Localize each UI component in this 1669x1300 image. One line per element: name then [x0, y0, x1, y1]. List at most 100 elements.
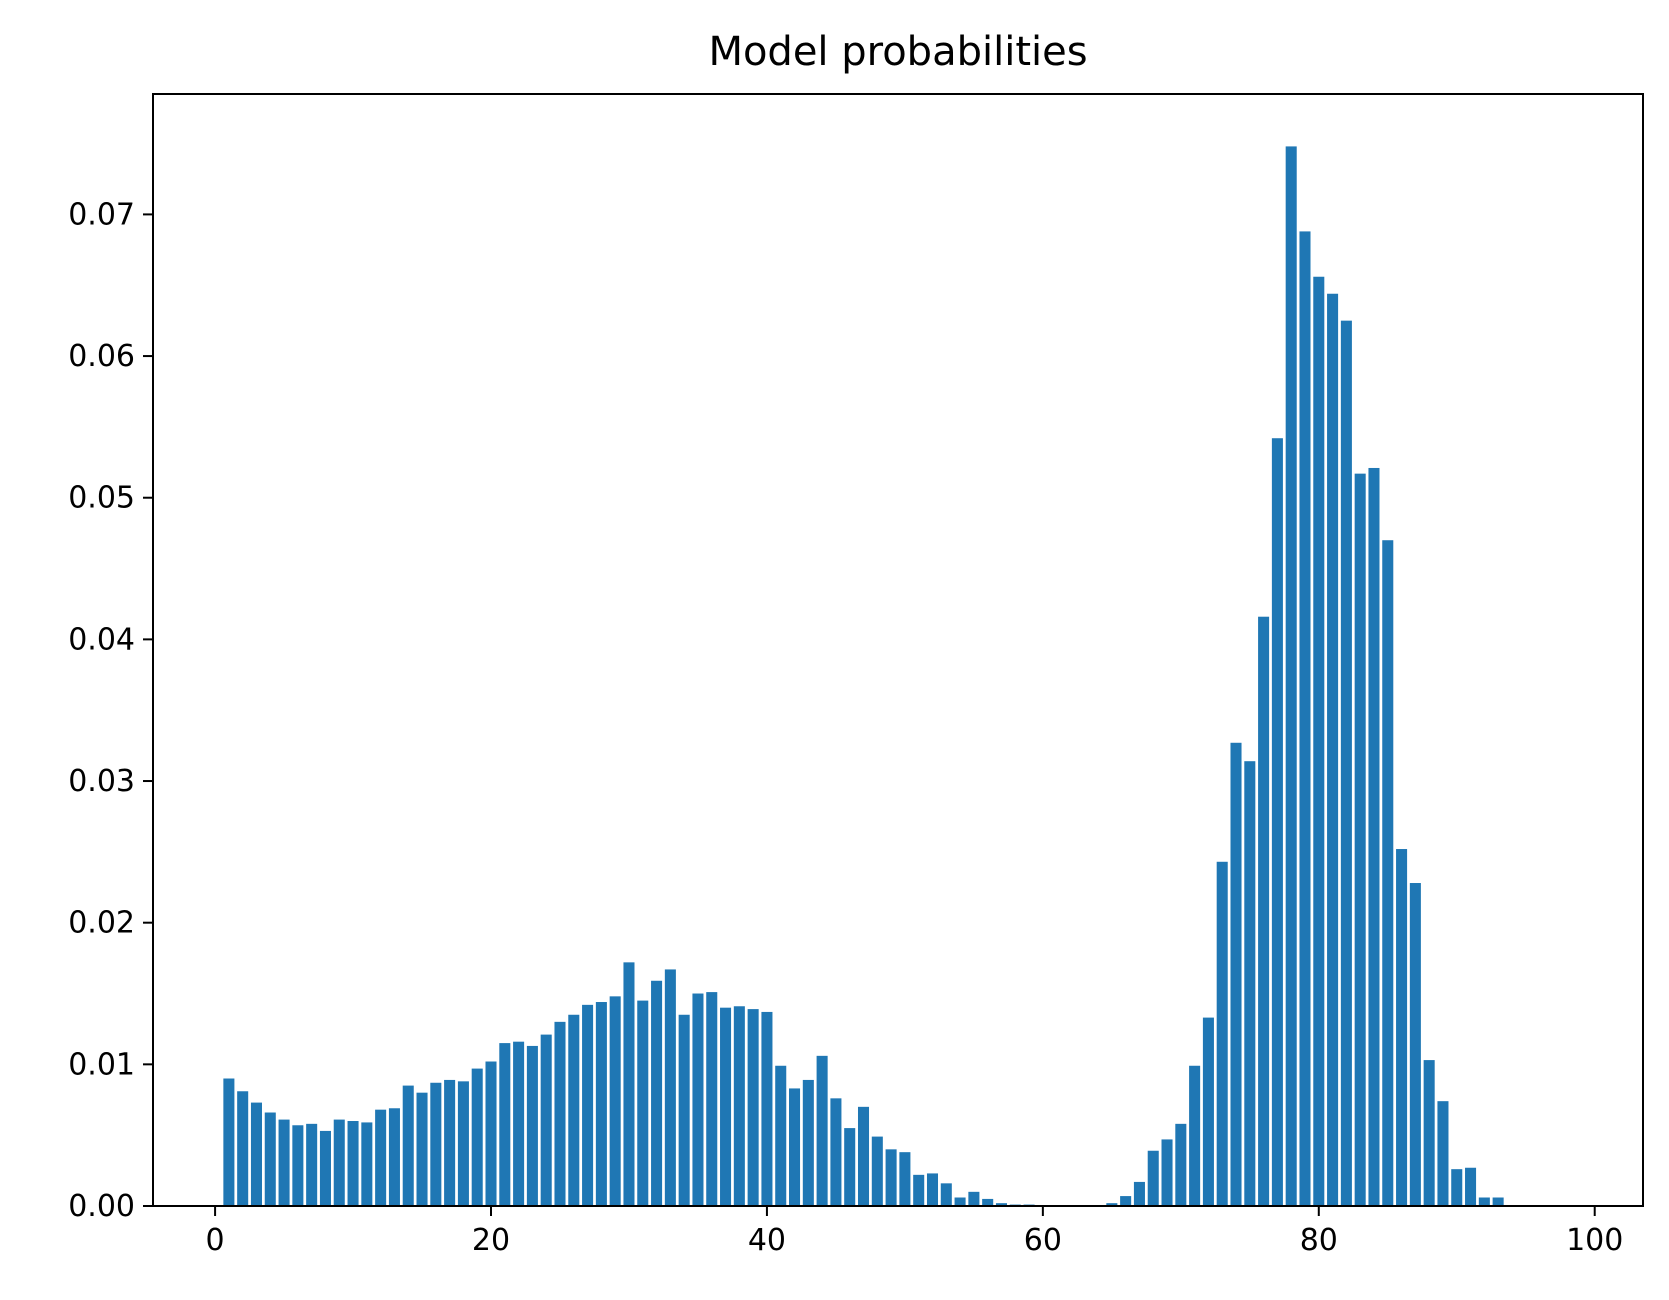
- x-tick-label: 0: [206, 1223, 225, 1258]
- bar-39: [747, 1009, 759, 1206]
- bar-77: [1271, 438, 1283, 1207]
- bar-85: [1382, 540, 1394, 1206]
- x-axis: 0 20 40 60 80 100: [206, 1206, 1623, 1258]
- bar-52: [926, 1173, 939, 1206]
- y-axis: 0.00 0.01 0.02 0.03 0.04 0.05 0.06 0.07: [68, 197, 153, 1224]
- bar-14: [402, 1085, 414, 1206]
- bar-40: [761, 1011, 773, 1206]
- bar-13: [388, 1108, 400, 1206]
- bar-70: [1175, 1123, 1187, 1206]
- bar-80: [1313, 276, 1325, 1206]
- bar-44: [816, 1055, 828, 1206]
- bar-47: [857, 1106, 870, 1206]
- bar-83: [1354, 473, 1366, 1206]
- bar-21: [499, 1043, 511, 1206]
- bar-34: [678, 1014, 690, 1206]
- bar-74: [1230, 742, 1242, 1206]
- bar-53: [940, 1183, 952, 1206]
- bar-22: [513, 1041, 525, 1206]
- bar-19: [471, 1068, 483, 1206]
- bar-66: [1120, 1196, 1132, 1206]
- bar-71: [1189, 1065, 1201, 1206]
- bar-73: [1216, 861, 1228, 1206]
- bar-65: [1106, 1203, 1118, 1206]
- bar-67: [1133, 1181, 1145, 1206]
- x-tick-label: 100: [1566, 1223, 1623, 1258]
- bar-31: [637, 1000, 649, 1206]
- bar-54: [954, 1197, 966, 1206]
- bar-41: [775, 1065, 787, 1206]
- bar-15: [416, 1092, 428, 1206]
- bars-group: [223, 146, 1504, 1207]
- bar-26: [568, 1014, 580, 1206]
- bar-68: [1147, 1150, 1159, 1206]
- bar-5: [278, 1119, 290, 1206]
- x-tick-label: 20: [472, 1223, 510, 1258]
- bar-92: [1478, 1197, 1490, 1206]
- bar-55: [968, 1191, 980, 1206]
- bar-33: [664, 969, 676, 1206]
- bar-20: [485, 1061, 497, 1206]
- y-tick-label: 0.00: [68, 1189, 135, 1224]
- bar-50: [899, 1152, 911, 1206]
- bar-32: [651, 980, 663, 1206]
- bar-28: [595, 1002, 607, 1206]
- bar-56: [982, 1198, 994, 1206]
- bar-43: [802, 1079, 814, 1206]
- bar-3: [250, 1102, 262, 1206]
- bar-25: [554, 1021, 566, 1206]
- bar-90: [1451, 1169, 1463, 1206]
- bar-35: [692, 993, 704, 1206]
- bar-29: [609, 996, 621, 1206]
- bar-78: [1285, 146, 1297, 1206]
- bar-1: [223, 1078, 235, 1206]
- bar-10: [347, 1121, 359, 1206]
- bar-16: [430, 1082, 442, 1206]
- bar-57: [995, 1203, 1007, 1206]
- bar-93: [1492, 1197, 1504, 1206]
- y-tick-label: 0.05: [68, 481, 135, 516]
- bar-6: [292, 1125, 304, 1206]
- bar-86: [1396, 849, 1408, 1206]
- bar-17: [444, 1079, 456, 1206]
- bar-12: [375, 1109, 387, 1206]
- bar-87: [1409, 883, 1421, 1206]
- bar-91: [1465, 1167, 1477, 1206]
- bar-38: [733, 1006, 745, 1206]
- bar-79: [1299, 231, 1311, 1206]
- bar-30: [623, 962, 635, 1206]
- bar-81: [1327, 293, 1339, 1206]
- y-tick-label: 0.01: [68, 1047, 135, 1082]
- bar-37: [720, 1007, 732, 1206]
- bar-2: [237, 1091, 249, 1206]
- plot-frame: [152, 93, 1644, 1207]
- bar-89: [1437, 1101, 1449, 1206]
- bar-4: [264, 1112, 276, 1206]
- bar-11: [361, 1122, 373, 1206]
- y-tick-label: 0.02: [68, 906, 135, 941]
- bar-45: [830, 1098, 842, 1206]
- bar-36: [706, 992, 718, 1206]
- bar-9: [333, 1119, 345, 1206]
- bar-75: [1244, 761, 1256, 1206]
- bar-48: [871, 1136, 883, 1206]
- chart-title: Model probabilities: [708, 29, 1087, 75]
- bar-82: [1340, 320, 1352, 1206]
- y-tick-label: 0.06: [68, 339, 135, 374]
- bar-27: [582, 1004, 594, 1206]
- bar-72: [1202, 1017, 1214, 1206]
- bar-8: [319, 1130, 331, 1206]
- y-tick-label: 0.07: [68, 197, 135, 232]
- bar-84: [1368, 467, 1380, 1207]
- x-tick-label: 60: [1024, 1223, 1062, 1258]
- bar-76: [1258, 616, 1270, 1206]
- x-tick-label: 40: [748, 1223, 786, 1258]
- bar-51: [913, 1174, 925, 1206]
- bar-23: [526, 1045, 538, 1206]
- bar-49: [885, 1149, 897, 1206]
- y-tick-label: 0.04: [68, 622, 135, 657]
- bar-69: [1161, 1139, 1173, 1206]
- bar-42: [789, 1088, 801, 1206]
- bar-46: [844, 1128, 856, 1206]
